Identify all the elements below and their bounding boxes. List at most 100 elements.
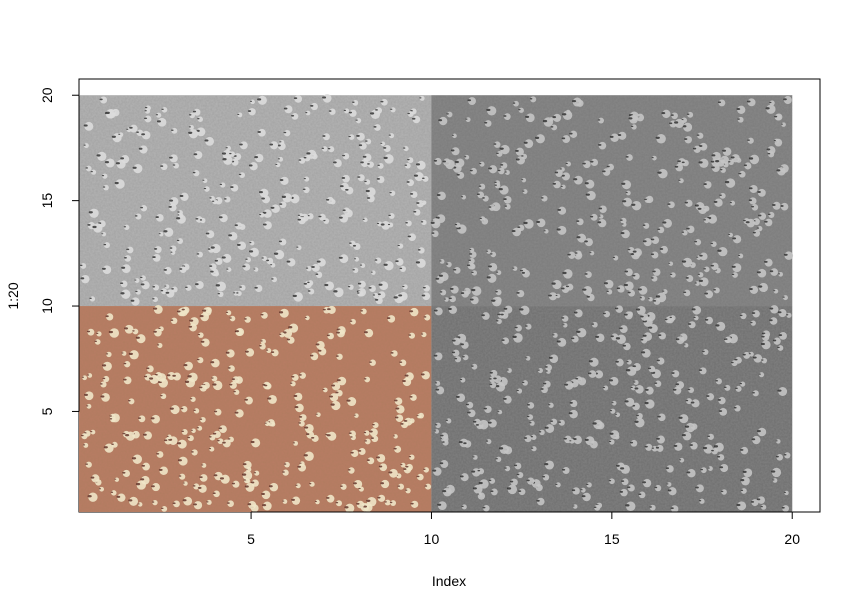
cell-shadow bbox=[608, 440, 612, 443]
cell-dot bbox=[125, 431, 136, 441]
cell-dot bbox=[345, 503, 355, 513]
cell-dot bbox=[404, 417, 413, 426]
cell-dot bbox=[621, 229, 630, 239]
cell-dot bbox=[504, 203, 511, 210]
cell-dot bbox=[582, 160, 591, 169]
cell-shadow bbox=[766, 148, 771, 151]
cell-dot bbox=[425, 483, 432, 490]
cell-shadow bbox=[410, 109, 413, 112]
cell-dot bbox=[489, 381, 497, 389]
cell-dot bbox=[463, 440, 472, 448]
cell-shadow bbox=[751, 205, 755, 208]
cell-dot bbox=[651, 236, 660, 245]
cell-dot bbox=[197, 116, 203, 122]
cell-shadow bbox=[571, 337, 575, 340]
cell-shadow bbox=[254, 156, 259, 159]
cell-shadow bbox=[80, 434, 84, 437]
cell-shadow bbox=[328, 110, 332, 112]
cell-shadow bbox=[750, 321, 753, 324]
cell-dot bbox=[358, 280, 366, 289]
cell-shadow bbox=[181, 430, 185, 433]
cell-dot bbox=[170, 317, 178, 325]
cell-shadow bbox=[368, 286, 372, 289]
cell-shadow bbox=[423, 468, 426, 470]
cell-shadow bbox=[621, 480, 625, 483]
cell-shadow bbox=[219, 477, 225, 480]
cell-shadow bbox=[442, 160, 446, 163]
cell-dot bbox=[369, 428, 378, 437]
cell-dot bbox=[486, 439, 492, 445]
cell-dot bbox=[453, 266, 461, 274]
cell-shadow bbox=[703, 183, 707, 186]
cell-dot bbox=[498, 167, 505, 175]
cell-shadow bbox=[494, 181, 497, 183]
cell-shadow bbox=[298, 374, 302, 376]
cell-dot bbox=[94, 339, 101, 345]
cell-shadow bbox=[297, 218, 302, 221]
cell-shadow bbox=[684, 201, 688, 204]
cell-dot bbox=[645, 386, 654, 395]
cell-dot bbox=[471, 363, 478, 370]
cell-shadow bbox=[305, 112, 308, 114]
cell-dot bbox=[390, 500, 397, 506]
cell-dot bbox=[278, 156, 284, 162]
cell-dot bbox=[707, 433, 714, 440]
cell-dot bbox=[339, 254, 349, 264]
cell-shadow bbox=[152, 286, 156, 288]
cell-shadow bbox=[390, 108, 393, 110]
cell-dot bbox=[499, 444, 510, 454]
cell-shadow bbox=[197, 333, 201, 336]
cell-shadow bbox=[315, 273, 319, 275]
cell-shadow bbox=[518, 490, 522, 492]
cell-dot bbox=[440, 289, 447, 296]
cell-shadow bbox=[188, 131, 193, 134]
cell-shadow bbox=[230, 186, 234, 189]
cell-dot bbox=[109, 328, 120, 338]
cell-dot bbox=[483, 504, 490, 512]
cell-shadow bbox=[681, 231, 685, 233]
cell-dot bbox=[552, 332, 558, 338]
cell-shadow bbox=[448, 307, 452, 310]
cell-dot bbox=[555, 169, 563, 177]
cell-shadow bbox=[121, 266, 126, 269]
cell-dot bbox=[525, 323, 532, 330]
cell-shadow bbox=[557, 208, 562, 211]
cell-dot bbox=[181, 429, 188, 435]
cell-dot bbox=[434, 307, 443, 316]
cell-dot bbox=[566, 161, 571, 167]
cell-shadow bbox=[367, 163, 370, 165]
cell-dot bbox=[649, 504, 656, 511]
cell-dot bbox=[585, 436, 595, 446]
cell-shadow bbox=[758, 373, 761, 375]
cell-shadow bbox=[573, 311, 578, 314]
cell-shadow bbox=[509, 480, 514, 483]
cell-dot bbox=[131, 297, 140, 306]
cell-shadow bbox=[667, 203, 671, 205]
cell-shadow bbox=[516, 389, 519, 392]
cell-shadow bbox=[311, 266, 315, 269]
cell-shadow bbox=[781, 506, 785, 509]
cell-shadow bbox=[475, 424, 480, 426]
cell-shadow bbox=[181, 308, 185, 311]
cell-shadow bbox=[614, 307, 619, 310]
cell-shadow bbox=[114, 478, 117, 480]
cell-shadow bbox=[236, 243, 241, 246]
cell-shadow bbox=[731, 265, 736, 268]
cell-dot bbox=[379, 281, 389, 291]
cell-dot bbox=[446, 418, 452, 424]
cell-dot bbox=[603, 385, 609, 391]
cell-dot bbox=[504, 170, 510, 175]
cell-dot bbox=[638, 491, 646, 499]
cell-dot bbox=[496, 318, 502, 325]
cell-dot bbox=[503, 395, 512, 404]
cell-dot bbox=[682, 431, 692, 441]
cell-dot bbox=[477, 492, 482, 497]
cell-shadow bbox=[730, 361, 734, 364]
cell-shadow bbox=[442, 489, 447, 493]
cell-dot bbox=[322, 146, 328, 152]
cell-dot bbox=[364, 438, 371, 445]
cell-shadow bbox=[669, 122, 673, 125]
cell-dot bbox=[161, 107, 168, 113]
cell-shadow bbox=[158, 233, 161, 235]
cell-shadow bbox=[265, 349, 269, 351]
